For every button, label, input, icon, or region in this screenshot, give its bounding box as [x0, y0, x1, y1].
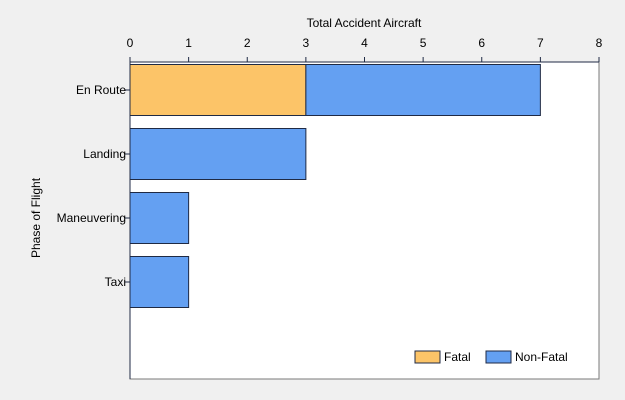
legend-label-fatal: Fatal [444, 350, 471, 364]
x-tick-label: 5 [420, 36, 427, 50]
y-tick-label: En Route [76, 83, 126, 97]
x-tick-label: 2 [244, 36, 251, 50]
legend-label-non-fatal: Non-Fatal [515, 350, 568, 364]
legend: Fatal Non-Fatal [414, 350, 568, 364]
x-tick-label: 3 [303, 36, 310, 50]
x-tick-label: 0 [127, 36, 134, 50]
legend-swatch-fatal [414, 350, 441, 364]
y-axis-title: Phase of Flight [29, 177, 43, 258]
legend-swatch-non-fatal [485, 350, 512, 364]
y-tick-label: Taxi [105, 275, 126, 289]
x-tick-label: 6 [478, 36, 485, 50]
x-axis-title: Total Accident Aircraft [307, 16, 422, 30]
y-tick-label: Landing [83, 147, 126, 161]
x-tick-label: 4 [361, 36, 368, 50]
x-tick-label: 1 [185, 36, 192, 50]
bars-layer [129, 64, 541, 308]
bar-non-fatal-taxi [129, 256, 190, 308]
axes-layer: 0 1 2 3 4 5 6 7 8 En Route Landing Maneuvering Taxi [57, 36, 603, 379]
x-tick-label: 7 [537, 36, 544, 50]
bar-non-fatal-en-route [305, 64, 541, 116]
bar-non-fatal-landing [129, 128, 307, 180]
x-tick-label: 8 [596, 36, 603, 50]
bar-fatal-en-route [129, 64, 307, 116]
bar-non-fatal-maneuvering [129, 192, 190, 244]
y-tick-label: Maneuvering [57, 211, 126, 225]
